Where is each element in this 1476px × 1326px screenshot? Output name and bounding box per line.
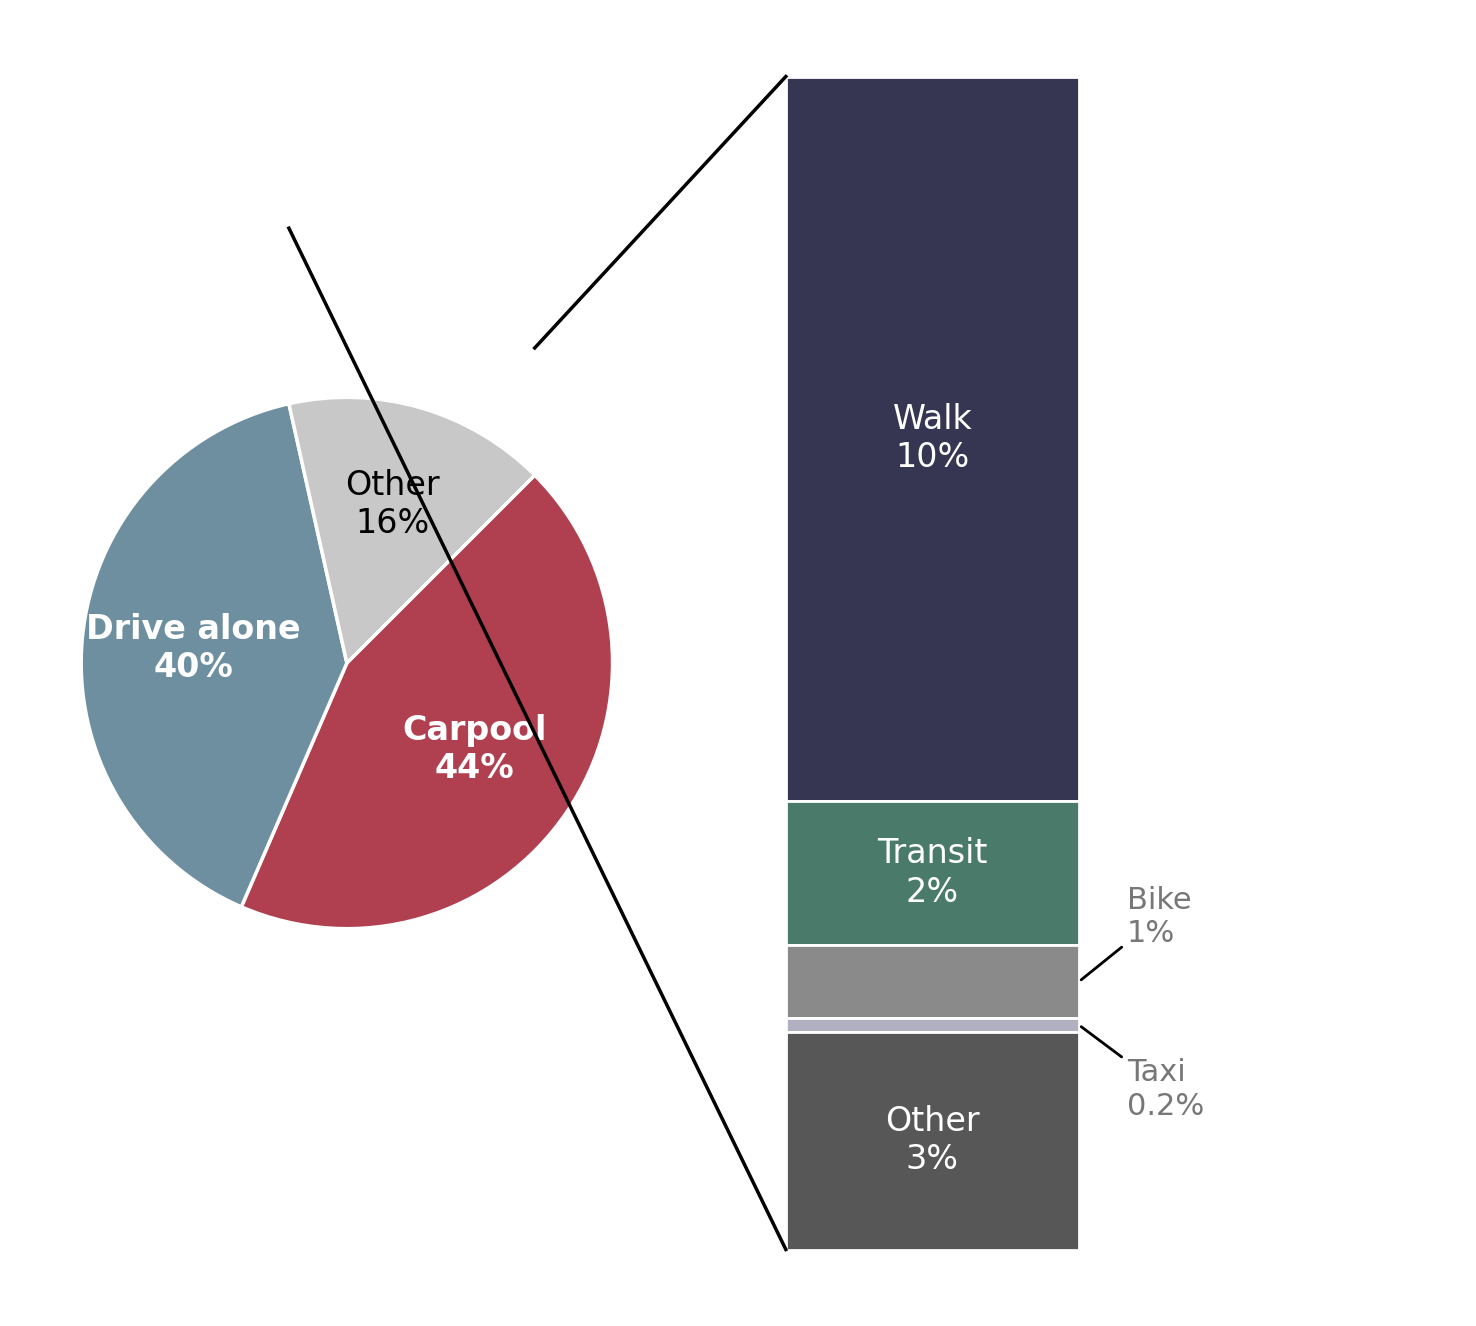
Text: Other
16%: Other 16% xyxy=(345,469,440,541)
Text: Carpool
44%: Carpool 44% xyxy=(401,713,546,785)
Text: Transit
2%: Transit 2% xyxy=(877,838,987,908)
Wedge shape xyxy=(81,403,347,907)
Text: Drive alone
40%: Drive alone 40% xyxy=(86,613,301,684)
Text: Taxi
0.2%: Taxi 0.2% xyxy=(1082,1026,1204,1120)
Bar xyxy=(785,77,1079,801)
Wedge shape xyxy=(242,475,613,928)
Wedge shape xyxy=(289,398,534,663)
Bar xyxy=(785,1032,1079,1249)
Bar xyxy=(785,801,1079,945)
Bar xyxy=(785,945,1079,1018)
Bar xyxy=(785,1018,1079,1032)
Text: Other
3%: Other 3% xyxy=(886,1106,980,1176)
Text: Bike
1%: Bike 1% xyxy=(1080,886,1191,980)
Text: Walk
10%: Walk 10% xyxy=(893,403,973,475)
